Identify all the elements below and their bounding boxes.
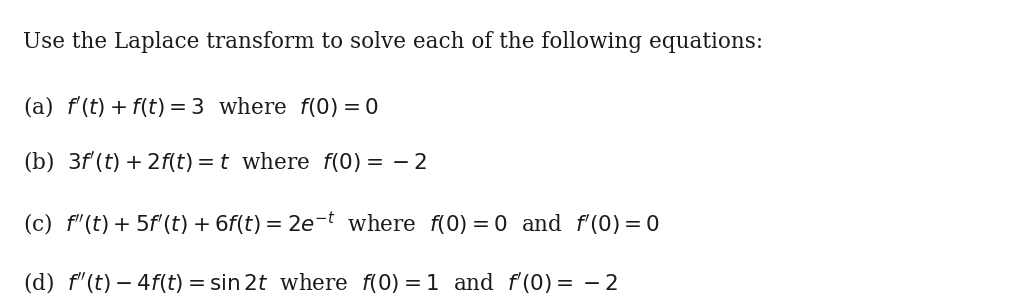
Text: (a)  $f'(t) + f(t) = 3$  where  $f(0) = 0$: (a) $f'(t) + f(t) = 3$ where $f(0) = 0$ — [23, 94, 378, 119]
Text: (c)  $f''(t) + 5f'(t) + 6f(t) = 2e^{-t}$  where  $f(0) = 0$  and  $f'(0) = 0$: (c) $f''(t) + 5f'(t) + 6f(t) = 2e^{-t}$ … — [23, 210, 660, 238]
Text: Use the Laplace transform to solve each of the following equations:: Use the Laplace transform to solve each … — [23, 31, 763, 53]
Text: (b)  $3f'(t) + 2f(t) = t$  where  $f(0) = -2$: (b) $3f'(t) + 2f(t) = t$ where $f(0) = -… — [23, 149, 427, 174]
Text: (d)  $f''(t) - 4f(t) = \sin 2t$  where  $f(0) = 1$  and  $f'(0) = -2$: (d) $f''(t) - 4f(t) = \sin 2t$ where $f(… — [23, 270, 618, 295]
